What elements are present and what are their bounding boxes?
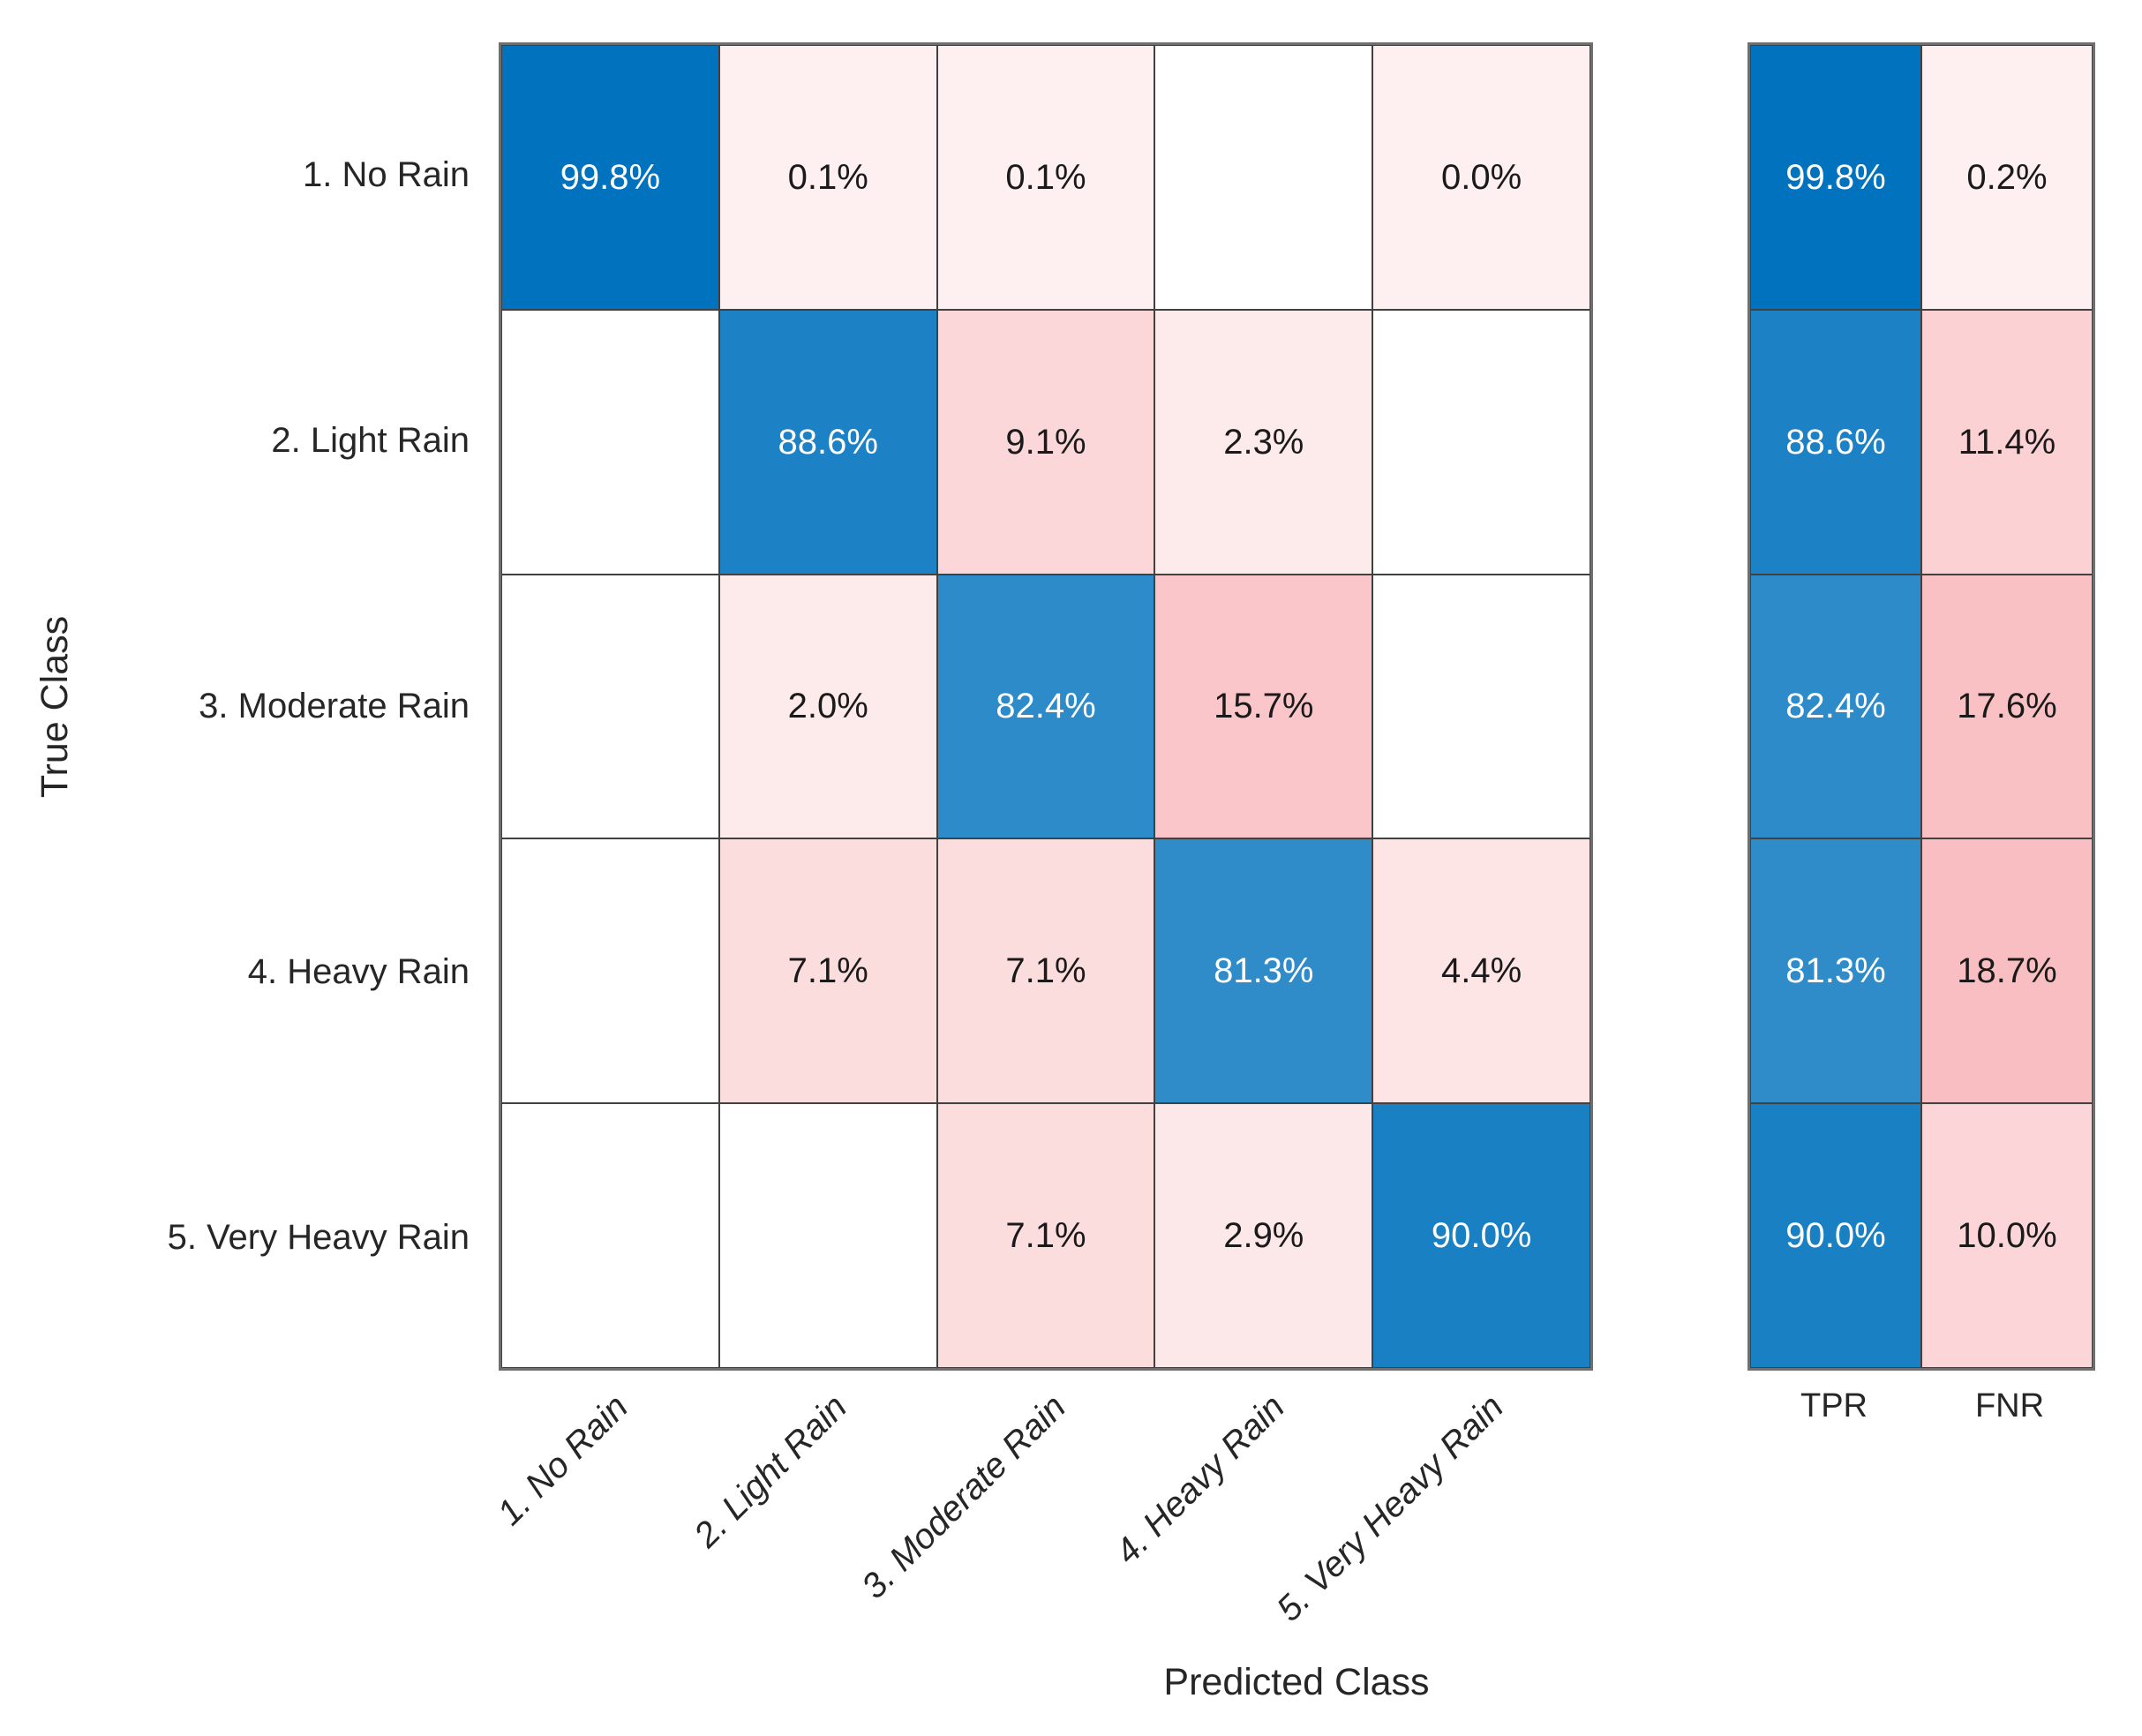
summary-fnr-cell-r4: 18.7% [1921, 838, 2093, 1104]
matrix-cell-r5c3: 7.1% [936, 1103, 1155, 1368]
confusion-grid: 99.8% 0.1% 0.1% 0.0% 88.6% 9.1% 2.3% 2.0% 82.4% 1… [499, 42, 1593, 1371]
tpr-column-label: TPR [1800, 1387, 1868, 1424]
matrix-cell-r2c1 [501, 309, 719, 575]
matrix-cell-r2c3: 9.1% [936, 309, 1155, 575]
matrix-cell-r4c5: 4.4% [1372, 838, 1590, 1104]
summary-tpr-cell-r4: 81.3% [1750, 838, 1921, 1104]
matrix-cell-r4c4: 81.3% [1154, 838, 1373, 1104]
y-tick-label-1: 1. No Rain [303, 155, 470, 194]
matrix-cell-r1c1: 99.8% [501, 45, 719, 310]
matrix-cell-r1c4 [1154, 45, 1373, 310]
summary-fnr-cell-r2: 11.4% [1921, 309, 2093, 575]
summary-tpr-cell-r5: 90.0% [1750, 1103, 1921, 1368]
matrix-cell-r1c3: 0.1% [936, 45, 1155, 310]
matrix-cell-r5c2 [718, 1103, 937, 1368]
matrix-cell-r3c2: 2.0% [718, 574, 937, 839]
matrix-cell-r4c1 [501, 838, 719, 1104]
summary-fnr-cell-r3: 17.6% [1921, 574, 2093, 839]
summary-fnr-cell-r5: 10.0% [1921, 1103, 2093, 1368]
matrix-cell-r5c1 [501, 1103, 719, 1368]
summary-tpr-cell-r2: 88.6% [1750, 309, 1921, 575]
summary-tpr-cell-r3: 82.4% [1750, 574, 1921, 839]
matrix-cell-r2c4: 2.3% [1154, 309, 1373, 575]
matrix-cell-r1c5: 0.0% [1372, 45, 1590, 310]
matrix-cell-r3c4: 15.7% [1154, 574, 1373, 839]
y-tick-label-4: 4. Heavy Rain [247, 952, 470, 991]
matrix-cell-r5c5: 90.0% [1372, 1103, 1590, 1368]
matrix-cell-r3c1 [501, 574, 719, 839]
matrix-cell-r3c3: 82.4% [936, 574, 1155, 839]
row-summary-grid: 99.8% 0.2% 88.6% 11.4% 82.4% 17.6% 81.3% 18.7% 9… [1747, 42, 2095, 1371]
y-tick-label-2: 2. Light Rain [271, 421, 470, 460]
matrix-cell-r4c3: 7.1% [936, 838, 1155, 1104]
matrix-cell-r2c2: 88.6% [718, 309, 937, 575]
y-tick-label-5: 5. Very Heavy Rain [167, 1218, 470, 1257]
matrix-cell-r4c2: 7.1% [718, 838, 937, 1104]
matrix-cell-r3c5 [1372, 574, 1590, 839]
matrix-cell-r5c4: 2.9% [1154, 1103, 1373, 1368]
summary-fnr-cell-r1: 0.2% [1921, 45, 2093, 310]
matrix-cell-r1c2: 0.1% [718, 45, 937, 310]
summary-tpr-cell-r1: 99.8% [1750, 45, 1921, 310]
x-axis-title: Predicted Class [1163, 1661, 1430, 1703]
y-tick-label-3: 3. Moderate Rain [199, 687, 470, 725]
fnr-column-label: FNR [1974, 1387, 2045, 1424]
matrix-cell-r2c5 [1372, 309, 1590, 575]
